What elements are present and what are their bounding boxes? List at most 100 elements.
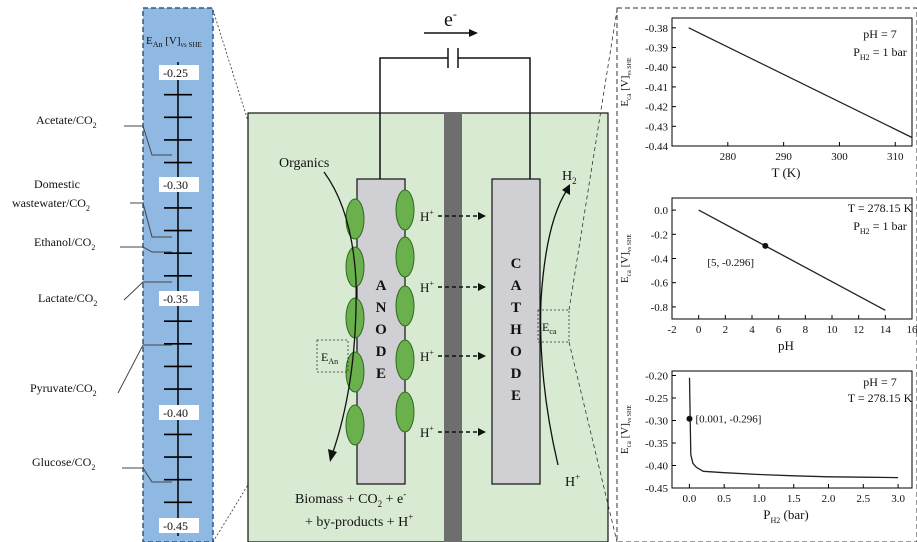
cathode-letter: O: [510, 344, 522, 360]
external-wire: [379, 57, 448, 179]
h-plus-label: H+: [565, 472, 580, 490]
series-line: [688, 27, 913, 139]
y-tick-label: -0.39: [645, 43, 668, 55]
y-tick-label: 0.0: [654, 205, 668, 217]
proton-arrowhead: [478, 428, 486, 436]
anode-letter: N: [376, 300, 387, 316]
proton-transfer-arrows: H+ H+ H+ H+: [420, 208, 486, 440]
x-tick-label: 16: [907, 324, 917, 336]
h2-label: H2: [562, 169, 577, 186]
biofilm-cell: [395, 285, 415, 327]
tick-label-0: -0.25: [163, 66, 188, 80]
organics-flow-arrowhead: [328, 449, 337, 462]
e-ca-label: Eca: [542, 320, 557, 336]
couple-domestic: Domestic: [34, 177, 80, 191]
biofilm-cell: [395, 391, 415, 433]
cathode-letter: E: [511, 388, 521, 404]
tick-label-4: -0.45: [163, 519, 188, 533]
x-tick-label: 2.0: [822, 493, 836, 505]
x-tick-label: 300: [831, 151, 848, 163]
x-tick-label: 2.5: [856, 493, 870, 505]
e-ca-box: [537, 309, 570, 343]
x-tick-label: 10: [827, 324, 839, 336]
y-tick-label: -0.43: [645, 121, 668, 133]
x-tick-label: -2: [667, 324, 676, 336]
biofilm-cell: [395, 189, 415, 231]
zoom-connector: [568, 9, 618, 311]
y-tick-label: -0.38: [645, 23, 668, 35]
proton-label: H+: [420, 424, 434, 440]
series-line: [688, 377, 899, 479]
biofilm-cell: [395, 236, 415, 278]
x-tick-label: 14: [880, 324, 892, 336]
y-tick-label: -0.30: [645, 416, 668, 428]
tick-label-2: -0.35: [163, 292, 188, 306]
zoom-connector: [212, 371, 318, 542]
chart-annotation: PH2 = 1 bar: [853, 45, 907, 62]
x-tick-label: 290: [775, 151, 792, 163]
y-tick-label: -0.2: [651, 229, 668, 241]
biofilm-cells: [345, 189, 415, 446]
cathode-letter: A: [511, 278, 522, 294]
couple-lactate: Lactate/CO2: [38, 291, 97, 308]
y-tick-label: -0.45: [645, 483, 668, 495]
cathode-letter: H: [510, 322, 522, 338]
plot-frame: [671, 197, 913, 320]
y-tick-label: -0.8: [651, 302, 669, 314]
cell-body: [247, 112, 609, 542]
y-tick-label: -0.40: [645, 62, 668, 74]
x-tick-label: 12: [853, 324, 864, 336]
anode-letter: O: [375, 322, 387, 338]
anode-letter: A: [376, 278, 387, 294]
h2-flow-arrowhead: [562, 184, 570, 195]
x-tick-label: 310: [887, 151, 904, 163]
chart-annotation: pH = 7: [863, 375, 896, 389]
cathode-letter: C: [511, 256, 522, 272]
y-tick-label: -0.35: [645, 438, 668, 450]
point-label: [5, -0.296]: [707, 257, 754, 269]
y-tick-label: -0.20: [645, 371, 668, 383]
chart-3: -0.20 -0.25 -0.30 -0.35 -0.40 -0.45 0.0 0.5 1.0 1…: [619, 370, 913, 525]
x-tick-label: 0: [696, 324, 702, 336]
charts-panel-border: [616, 7, 917, 542]
scale-header: EAn [V]vs SHE: [146, 35, 202, 49]
x-tick-label: 0.0: [683, 493, 697, 505]
couple-ethanol: Ethanol/CO2: [34, 235, 95, 252]
leader-acetate: [124, 125, 172, 156]
proton-label: H+: [420, 279, 434, 295]
tick-label-1: -0.30: [163, 178, 188, 192]
tick-label-bg: [159, 291, 199, 306]
x-axis-label: pH: [778, 338, 794, 353]
membrane: [444, 113, 462, 542]
anode-letter: D: [376, 344, 387, 360]
x-tick-label: 280: [720, 151, 737, 163]
chart-annotation: pH = 7: [863, 27, 896, 41]
electron-label: e-: [444, 7, 457, 31]
cathode-letter: T: [511, 300, 521, 316]
couple-acetate: Acetate/CO2: [36, 113, 97, 130]
e-an-label: EAn: [321, 350, 338, 366]
chart-annotation: PH2 = 1 bar: [853, 219, 907, 236]
tick-label-bg: [159, 518, 199, 533]
y-tick-label: -0.4: [651, 254, 669, 266]
tick-label-3: -0.40: [163, 406, 188, 420]
biofilm-cell: [345, 404, 365, 446]
chart-annotation: T = 278.15 K: [848, 201, 913, 215]
x-axis-label: PH2 (bar): [763, 507, 809, 525]
proton-label: H+: [420, 208, 434, 224]
anode-electrode: [356, 178, 406, 485]
anode-letter: E: [376, 366, 386, 382]
electron-flow-arrowhead: [469, 29, 478, 37]
proton-arrowhead: [478, 212, 486, 220]
y-tick-label: -0.25: [645, 393, 668, 405]
x-tick-label: 1.5: [787, 493, 801, 505]
external-wire: [458, 57, 531, 179]
tick-label-bg: [159, 405, 199, 420]
x-tick-label: 3.0: [891, 493, 905, 505]
leader-ethanol: [120, 246, 172, 253]
highlight-point: [762, 242, 769, 249]
chart-annotation: T = 278.15 K: [848, 391, 913, 405]
